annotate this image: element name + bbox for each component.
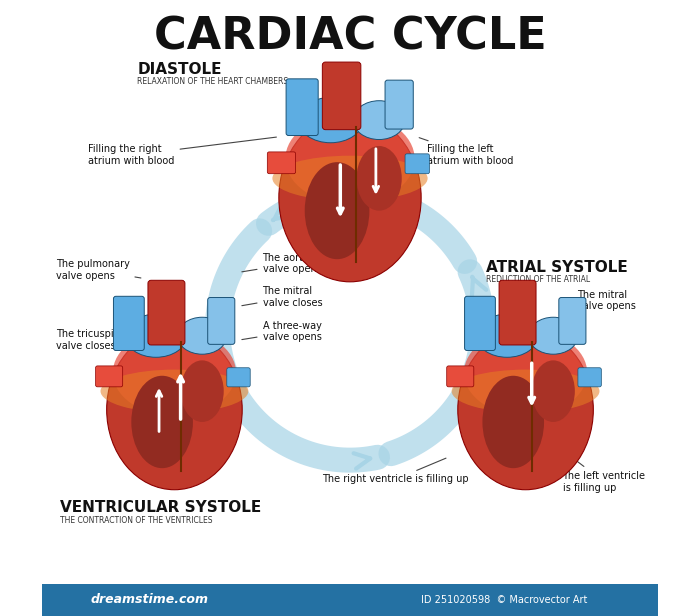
Text: VENTRICULAR SYSTOLE: VENTRICULAR SYSTOLE — [60, 500, 262, 515]
Text: The aortic
valve opens: The aortic valve opens — [242, 253, 321, 275]
Ellipse shape — [464, 330, 587, 416]
Ellipse shape — [132, 376, 193, 468]
Text: REDUCTION OF THE ATRIAL: REDUCTION OF THE ATRIAL — [486, 275, 589, 285]
Ellipse shape — [286, 114, 414, 205]
FancyBboxPatch shape — [499, 280, 536, 345]
FancyBboxPatch shape — [113, 296, 144, 351]
Ellipse shape — [125, 314, 187, 357]
Ellipse shape — [178, 317, 227, 354]
Text: A three-way
valve opens: A three-way valve opens — [242, 320, 321, 342]
Text: The mitral
valve opens: The mitral valve opens — [561, 290, 636, 312]
Ellipse shape — [113, 330, 236, 416]
FancyBboxPatch shape — [578, 368, 601, 387]
FancyBboxPatch shape — [405, 154, 430, 174]
FancyBboxPatch shape — [385, 80, 413, 129]
FancyBboxPatch shape — [267, 152, 295, 174]
Text: dreamstime.com: dreamstime.com — [91, 593, 209, 607]
Text: RELAXATION OF THE HEART CHAMBERS: RELAXATION OF THE HEART CHAMBERS — [137, 77, 288, 86]
FancyBboxPatch shape — [227, 368, 250, 387]
Ellipse shape — [272, 156, 428, 201]
Text: ATRIAL SYSTOLE: ATRIAL SYSTOLE — [486, 260, 627, 275]
Text: The mitral
valve closes: The mitral valve closes — [242, 286, 322, 308]
FancyBboxPatch shape — [148, 280, 185, 345]
Ellipse shape — [458, 330, 594, 490]
Text: Filling the right
atrium with blood: Filling the right atrium with blood — [88, 137, 276, 166]
Ellipse shape — [304, 162, 370, 259]
Ellipse shape — [181, 360, 224, 422]
FancyBboxPatch shape — [286, 79, 318, 136]
Text: CARDIAC CYCLE: CARDIAC CYCLE — [153, 15, 547, 59]
Text: ID 251020598  © Macrovector Art: ID 251020598 © Macrovector Art — [421, 595, 587, 605]
Text: The right ventricle is filling up: The right ventricle is filling up — [322, 458, 469, 484]
FancyBboxPatch shape — [322, 62, 360, 130]
Ellipse shape — [528, 317, 578, 354]
FancyBboxPatch shape — [208, 298, 234, 344]
Ellipse shape — [532, 360, 575, 422]
Ellipse shape — [356, 146, 402, 211]
FancyBboxPatch shape — [447, 366, 474, 387]
Ellipse shape — [452, 370, 599, 413]
Text: The left ventricle
is filling up: The left ventricle is filling up — [554, 444, 645, 493]
Ellipse shape — [482, 376, 544, 468]
Ellipse shape — [298, 97, 363, 143]
FancyBboxPatch shape — [42, 584, 658, 616]
Text: The tricuspid
valve closes: The tricuspid valve closes — [55, 329, 141, 351]
Ellipse shape — [106, 330, 242, 490]
Ellipse shape — [354, 101, 405, 140]
Text: THE CONTRACTION OF THE VENTRICLES: THE CONTRACTION OF THE VENTRICLES — [60, 516, 213, 525]
Text: Filling the left
atrium with blood: Filling the left atrium with blood — [419, 137, 513, 166]
Ellipse shape — [101, 370, 248, 413]
FancyBboxPatch shape — [465, 296, 496, 351]
FancyBboxPatch shape — [96, 366, 122, 387]
Ellipse shape — [476, 314, 538, 357]
Text: DIASTOLE: DIASTOLE — [137, 62, 222, 76]
Text: The pulmonary
valve opens: The pulmonary valve opens — [55, 259, 141, 281]
FancyBboxPatch shape — [559, 298, 586, 344]
Ellipse shape — [279, 114, 421, 282]
